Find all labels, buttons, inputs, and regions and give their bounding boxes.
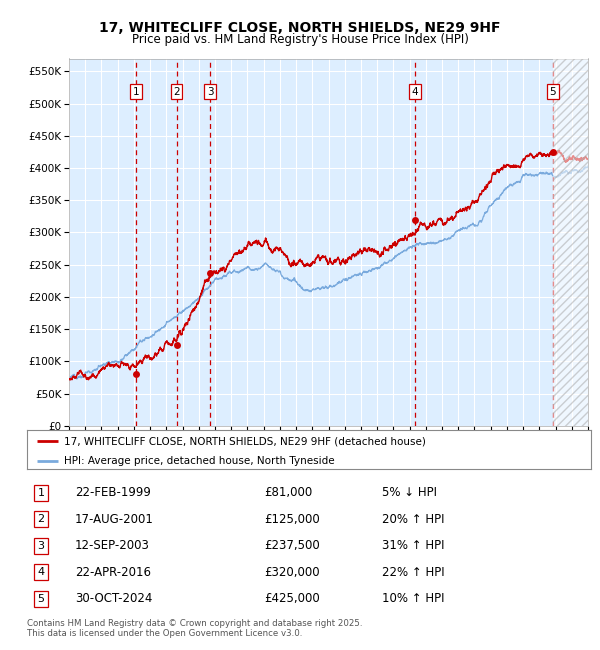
- Text: 3: 3: [38, 541, 44, 551]
- Text: 5% ↓ HPI: 5% ↓ HPI: [382, 486, 437, 499]
- Text: £125,000: £125,000: [264, 513, 320, 526]
- Bar: [553, 58, 588, 426]
- Text: 22-FEB-1999: 22-FEB-1999: [75, 486, 151, 499]
- Text: 1: 1: [38, 488, 44, 498]
- Text: 30-OCT-2024: 30-OCT-2024: [75, 592, 152, 605]
- Text: £320,000: £320,000: [264, 566, 320, 578]
- Text: 17-AUG-2001: 17-AUG-2001: [75, 513, 154, 526]
- Text: £425,000: £425,000: [264, 592, 320, 605]
- Text: Contains HM Land Registry data © Crown copyright and database right 2025.
This d: Contains HM Land Registry data © Crown c…: [27, 619, 362, 638]
- Text: 1: 1: [133, 86, 139, 97]
- Text: 3: 3: [207, 86, 214, 97]
- Text: 17, WHITECLIFF CLOSE, NORTH SHIELDS, NE29 9HF: 17, WHITECLIFF CLOSE, NORTH SHIELDS, NE2…: [99, 21, 501, 35]
- Text: 12-SEP-2003: 12-SEP-2003: [75, 540, 150, 552]
- Text: 20% ↑ HPI: 20% ↑ HPI: [382, 513, 445, 526]
- Text: 4: 4: [38, 567, 44, 577]
- Text: 31% ↑ HPI: 31% ↑ HPI: [382, 540, 445, 552]
- Text: 10% ↑ HPI: 10% ↑ HPI: [382, 592, 445, 605]
- Text: 2: 2: [38, 514, 44, 524]
- Text: 22% ↑ HPI: 22% ↑ HPI: [382, 566, 445, 578]
- Text: Price paid vs. HM Land Registry's House Price Index (HPI): Price paid vs. HM Land Registry's House …: [131, 32, 469, 46]
- Text: £81,000: £81,000: [264, 486, 312, 499]
- Text: 22-APR-2016: 22-APR-2016: [75, 566, 151, 578]
- Text: 17, WHITECLIFF CLOSE, NORTH SHIELDS, NE29 9HF (detached house): 17, WHITECLIFF CLOSE, NORTH SHIELDS, NE2…: [64, 436, 425, 446]
- Text: 4: 4: [412, 86, 418, 97]
- Text: HPI: Average price, detached house, North Tyneside: HPI: Average price, detached house, Nort…: [64, 456, 334, 465]
- Text: 5: 5: [38, 594, 44, 604]
- Text: 2: 2: [173, 86, 180, 97]
- Text: 5: 5: [550, 86, 556, 97]
- Text: £237,500: £237,500: [264, 540, 320, 552]
